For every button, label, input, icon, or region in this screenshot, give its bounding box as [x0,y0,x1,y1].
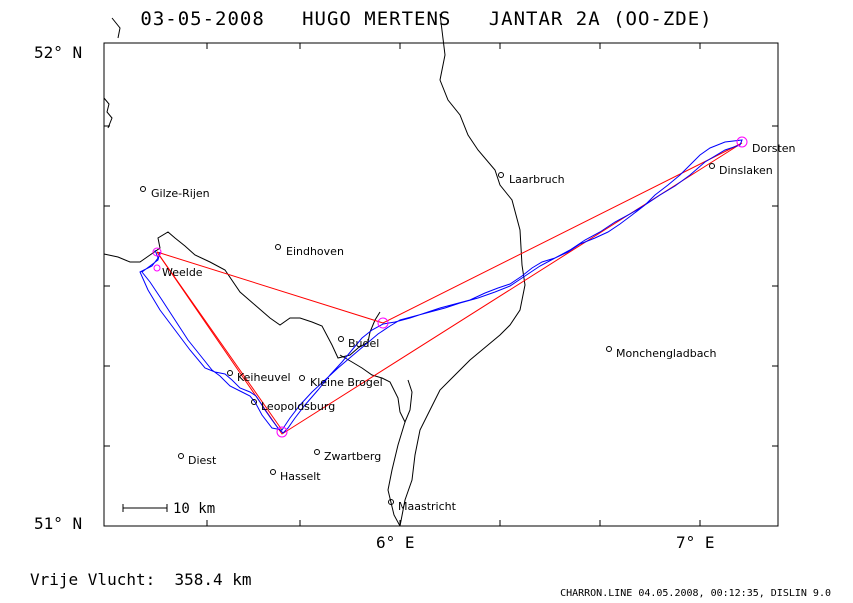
place-marker-monchengladbach [606,346,612,352]
place-label-maastricht: Maastricht [398,500,457,513]
place-marker-leopoldsburg [251,399,257,405]
place-label-weelde: Weelde [162,266,203,279]
lat-label-bottom: 51° N [34,514,82,533]
place-label-eindhoven: Eindhoven [286,245,344,258]
lon-label-6: 6° E [376,533,415,552]
place-marker-dinslaken [709,163,715,169]
distance-readout: Vrije Vlucht: 358.4 km [30,570,252,589]
place-label-gilze-rijen: Gilze-Rijen [151,187,210,200]
place-label-monchengladbach: Monchengladbach [616,347,716,360]
border-nl-be-east [339,354,413,424]
turnpoint-budel [377,317,389,329]
place-label-keiheuvel: Keiheuvel [237,371,291,384]
task-leg [156,142,743,435]
place-marker-budel [338,336,344,342]
place-label-dinslaken: Dinslaken [719,164,773,177]
turnpoint-leopoldsburg [276,426,288,438]
lon-label-7: 7° E [676,533,715,552]
place-marker-hasselt [270,469,276,475]
places: Gilze-Rijen Eindhoven Weelde Laarbruch D… [140,142,796,513]
place-marker-diest [178,453,184,459]
place-marker-kleine-brogel [299,375,305,381]
pilot-name: HUGO MERTENS [302,8,452,30]
border-nl-be-west [103,231,381,359]
lat-ticks [104,125,778,447]
place-marker-keiheuvel [227,370,233,376]
task-leg-2 [156,251,283,431]
place-label-dorsten: Dorsten [752,142,796,155]
glider-name: JANTAR 2A (OO-ZDE) [488,8,713,30]
scale-bar: 10 km [122,501,215,517]
place-marker-maastricht [388,499,394,505]
place-marker-gilze-rijen [140,186,146,192]
country-borders [103,13,526,527]
place-label-leopoldsburg: Leopoldsburg [261,400,335,413]
turnpoint-weelde-2 [153,264,161,272]
coast-left [103,97,113,129]
place-label-diest: Diest [188,454,217,467]
place-label-hasselt: Hasselt [280,470,321,483]
border-nl-de [399,13,526,527]
lon-ticks [206,43,701,526]
turnpoints [152,136,748,438]
turnpoint-dorsten [736,136,748,148]
place-label-zwartberg: Zwartberg [324,450,381,463]
lat-label-top: 52° N [34,43,82,62]
turnpoint-weelde [152,247,162,257]
place-marker-laarbruch [498,172,504,178]
flight-date: 03-05-2008 [140,8,265,30]
coast-top [111,17,121,39]
distance-value: 358.4 km [174,570,252,589]
flight-track [139,139,743,434]
place-marker-eindhoven [275,244,281,250]
map-title: 03-05-2008 HUGO MERTENS JANTAR 2A (OO-ZD… [0,8,853,30]
border-maas [387,421,406,527]
task-lines [156,142,743,435]
place-label-budel: Budel [348,337,379,350]
place-label-laarbruch: Laarbruch [509,173,565,186]
scale-label: 10 km [173,501,215,517]
distance-label: Vrije Vlucht: [30,570,156,589]
place-marker-zwartberg [314,449,320,455]
credit-line: CHARRON.LINE 04.05.2008, 00:12:35, DISLI… [560,588,831,599]
place-label-kleine-brogel: Kleine Brogel [310,376,383,389]
map-frame [103,42,779,527]
